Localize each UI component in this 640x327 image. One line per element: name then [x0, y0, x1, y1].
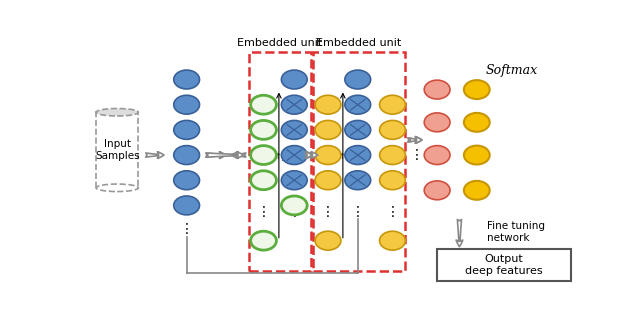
Ellipse shape — [251, 95, 276, 114]
Bar — [96, 112, 138, 188]
Ellipse shape — [173, 120, 200, 139]
Text: Output
deep features: Output deep features — [465, 254, 543, 276]
Ellipse shape — [315, 171, 341, 190]
Ellipse shape — [173, 95, 200, 114]
Ellipse shape — [282, 70, 307, 89]
Ellipse shape — [315, 95, 341, 114]
Ellipse shape — [380, 146, 405, 164]
Ellipse shape — [173, 146, 200, 164]
Ellipse shape — [345, 146, 371, 164]
Ellipse shape — [251, 231, 276, 250]
Ellipse shape — [315, 146, 341, 164]
Ellipse shape — [464, 113, 490, 132]
Ellipse shape — [380, 171, 405, 190]
Text: →|↑|→: →|↑|→ — [331, 152, 355, 161]
Ellipse shape — [251, 171, 276, 190]
Text: ⋮: ⋮ — [180, 222, 193, 236]
Ellipse shape — [345, 171, 371, 190]
Ellipse shape — [424, 146, 450, 164]
Text: →|↑|→: →|↑|→ — [267, 152, 291, 161]
Text: Input
Samples: Input Samples — [95, 139, 140, 161]
Ellipse shape — [464, 146, 490, 164]
Text: ⋮: ⋮ — [385, 205, 399, 219]
Text: ⋮: ⋮ — [321, 205, 335, 219]
Bar — [313, 52, 405, 271]
Ellipse shape — [173, 171, 200, 190]
Ellipse shape — [424, 113, 450, 132]
Ellipse shape — [96, 184, 138, 192]
Ellipse shape — [282, 146, 307, 164]
Ellipse shape — [345, 95, 371, 114]
Ellipse shape — [345, 70, 371, 89]
Text: Embedded unit: Embedded unit — [316, 38, 402, 48]
Ellipse shape — [464, 181, 490, 200]
Text: ⋮: ⋮ — [351, 205, 365, 219]
Ellipse shape — [315, 120, 341, 139]
Ellipse shape — [173, 196, 200, 215]
Text: Softmax: Softmax — [486, 64, 538, 77]
Ellipse shape — [315, 231, 341, 250]
Text: ⋮: ⋮ — [287, 205, 301, 219]
Bar — [437, 250, 571, 281]
Text: Embedded unit: Embedded unit — [237, 38, 323, 48]
Ellipse shape — [282, 95, 307, 114]
Ellipse shape — [464, 80, 490, 99]
Ellipse shape — [380, 231, 405, 250]
Ellipse shape — [380, 95, 405, 114]
Ellipse shape — [251, 120, 276, 139]
Ellipse shape — [345, 120, 371, 139]
Text: ⋮: ⋮ — [410, 148, 423, 162]
Ellipse shape — [424, 181, 450, 200]
Bar — [249, 52, 310, 271]
Ellipse shape — [282, 120, 307, 139]
Ellipse shape — [282, 196, 307, 215]
Ellipse shape — [380, 120, 405, 139]
Ellipse shape — [173, 70, 200, 89]
Ellipse shape — [96, 109, 138, 116]
Text: Fine tuning
network: Fine tuning network — [486, 221, 545, 243]
Ellipse shape — [424, 80, 450, 99]
Ellipse shape — [251, 146, 276, 164]
Ellipse shape — [282, 171, 307, 190]
Text: ⋮: ⋮ — [257, 205, 271, 219]
